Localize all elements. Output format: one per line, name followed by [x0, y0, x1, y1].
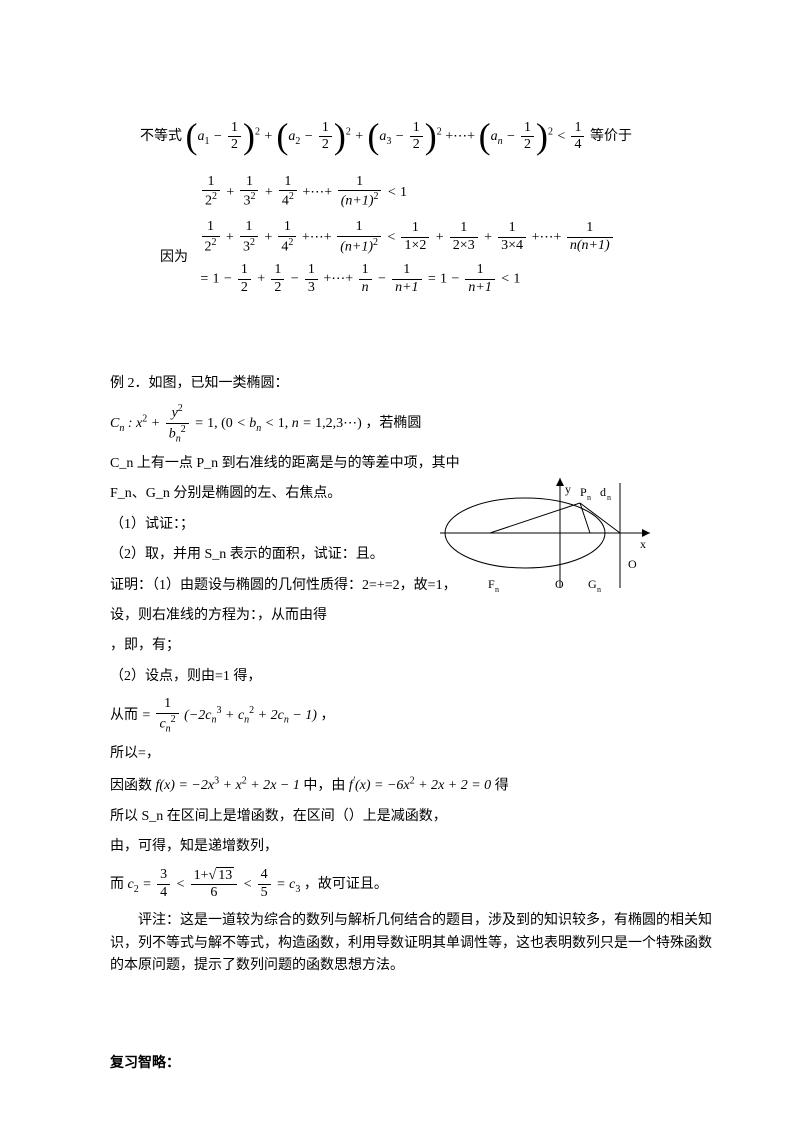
svg-text:n: n: [495, 585, 499, 594]
inequality-2: 122 + 132 + 142 +⋯+ 1(n+1)2 < 1: [200, 174, 720, 211]
lead-text: 不等式: [140, 129, 182, 144]
example2-title: 例 2．如图，已知一类椭圆：: [110, 373, 720, 395]
comment: 评注：这是一道较为综合的数列与解析几何结合的题目，涉及到的知识较多，有椭圆的相关…: [110, 910, 720, 977]
page: 不等式 (a1 − 12)2 + (a2 − 12)2 + (a3 − 12)2…: [0, 0, 800, 1132]
ex2-line12: 由，可得，知是递增数列，: [110, 836, 720, 858]
svg-text:P: P: [580, 485, 587, 499]
inequality-1: 不等式 (a1 − 12)2 + (a2 − 12)2 + (a3 − 12)2…: [140, 108, 720, 166]
svg-text:n: n: [587, 493, 591, 502]
svg-text:n: n: [597, 585, 601, 594]
eq4: 从而 = 1cn2 (−2cn3 + cn2 + 2cn − 1) ，: [110, 696, 720, 735]
ex2-line8: （2）设点，则由=1 得，: [110, 666, 720, 688]
because-text: 因为: [160, 250, 188, 265]
ex2-line7: ，即，有；: [110, 635, 720, 657]
ex2-line11: 所以 S_n 在区间上是增函数，在区间（）上是减函数，: [110, 806, 720, 828]
svg-text:O: O: [628, 557, 637, 571]
svg-text:n: n: [607, 493, 611, 502]
ex2-line10: 因函数 f(x) = −2x3 + x2 + 2x − 1 中，由 f′(x) …: [110, 774, 720, 798]
ellipse-diagram: y P n d n x O F n O G n: [440, 478, 660, 618]
ex2-line1: C_n 上有一点 P_n 到右准线的距离是与的等差中项，其中: [110, 453, 720, 475]
svg-text:d: d: [600, 485, 606, 499]
svg-text:y: y: [565, 482, 571, 496]
content: 不等式 (a1 − 12)2 + (a2 − 12)2 + (a3 − 12)2…: [110, 108, 720, 1076]
svg-text:O: O: [555, 577, 564, 591]
review-section: 复习智略：: [110, 1053, 720, 1075]
tail-text: 等价于: [590, 129, 632, 144]
inequality-3: 因为 122 + 132 + 142 +⋯+ 1(n+1)2 < 11×2 + …: [160, 219, 720, 297]
ellipse-formula: Cn : x2 + y2bn2 = 1, (0 < bn < 1, n = 1,…: [110, 403, 720, 445]
eq5: 而 c2 = 34 < 1+√136 < 45 = c3 ，故可证且。: [110, 867, 720, 903]
ex2-line9: 所以=，: [110, 743, 720, 765]
svg-text:x: x: [640, 537, 646, 551]
svg-text:G: G: [588, 577, 597, 591]
svg-text:F: F: [488, 577, 495, 591]
